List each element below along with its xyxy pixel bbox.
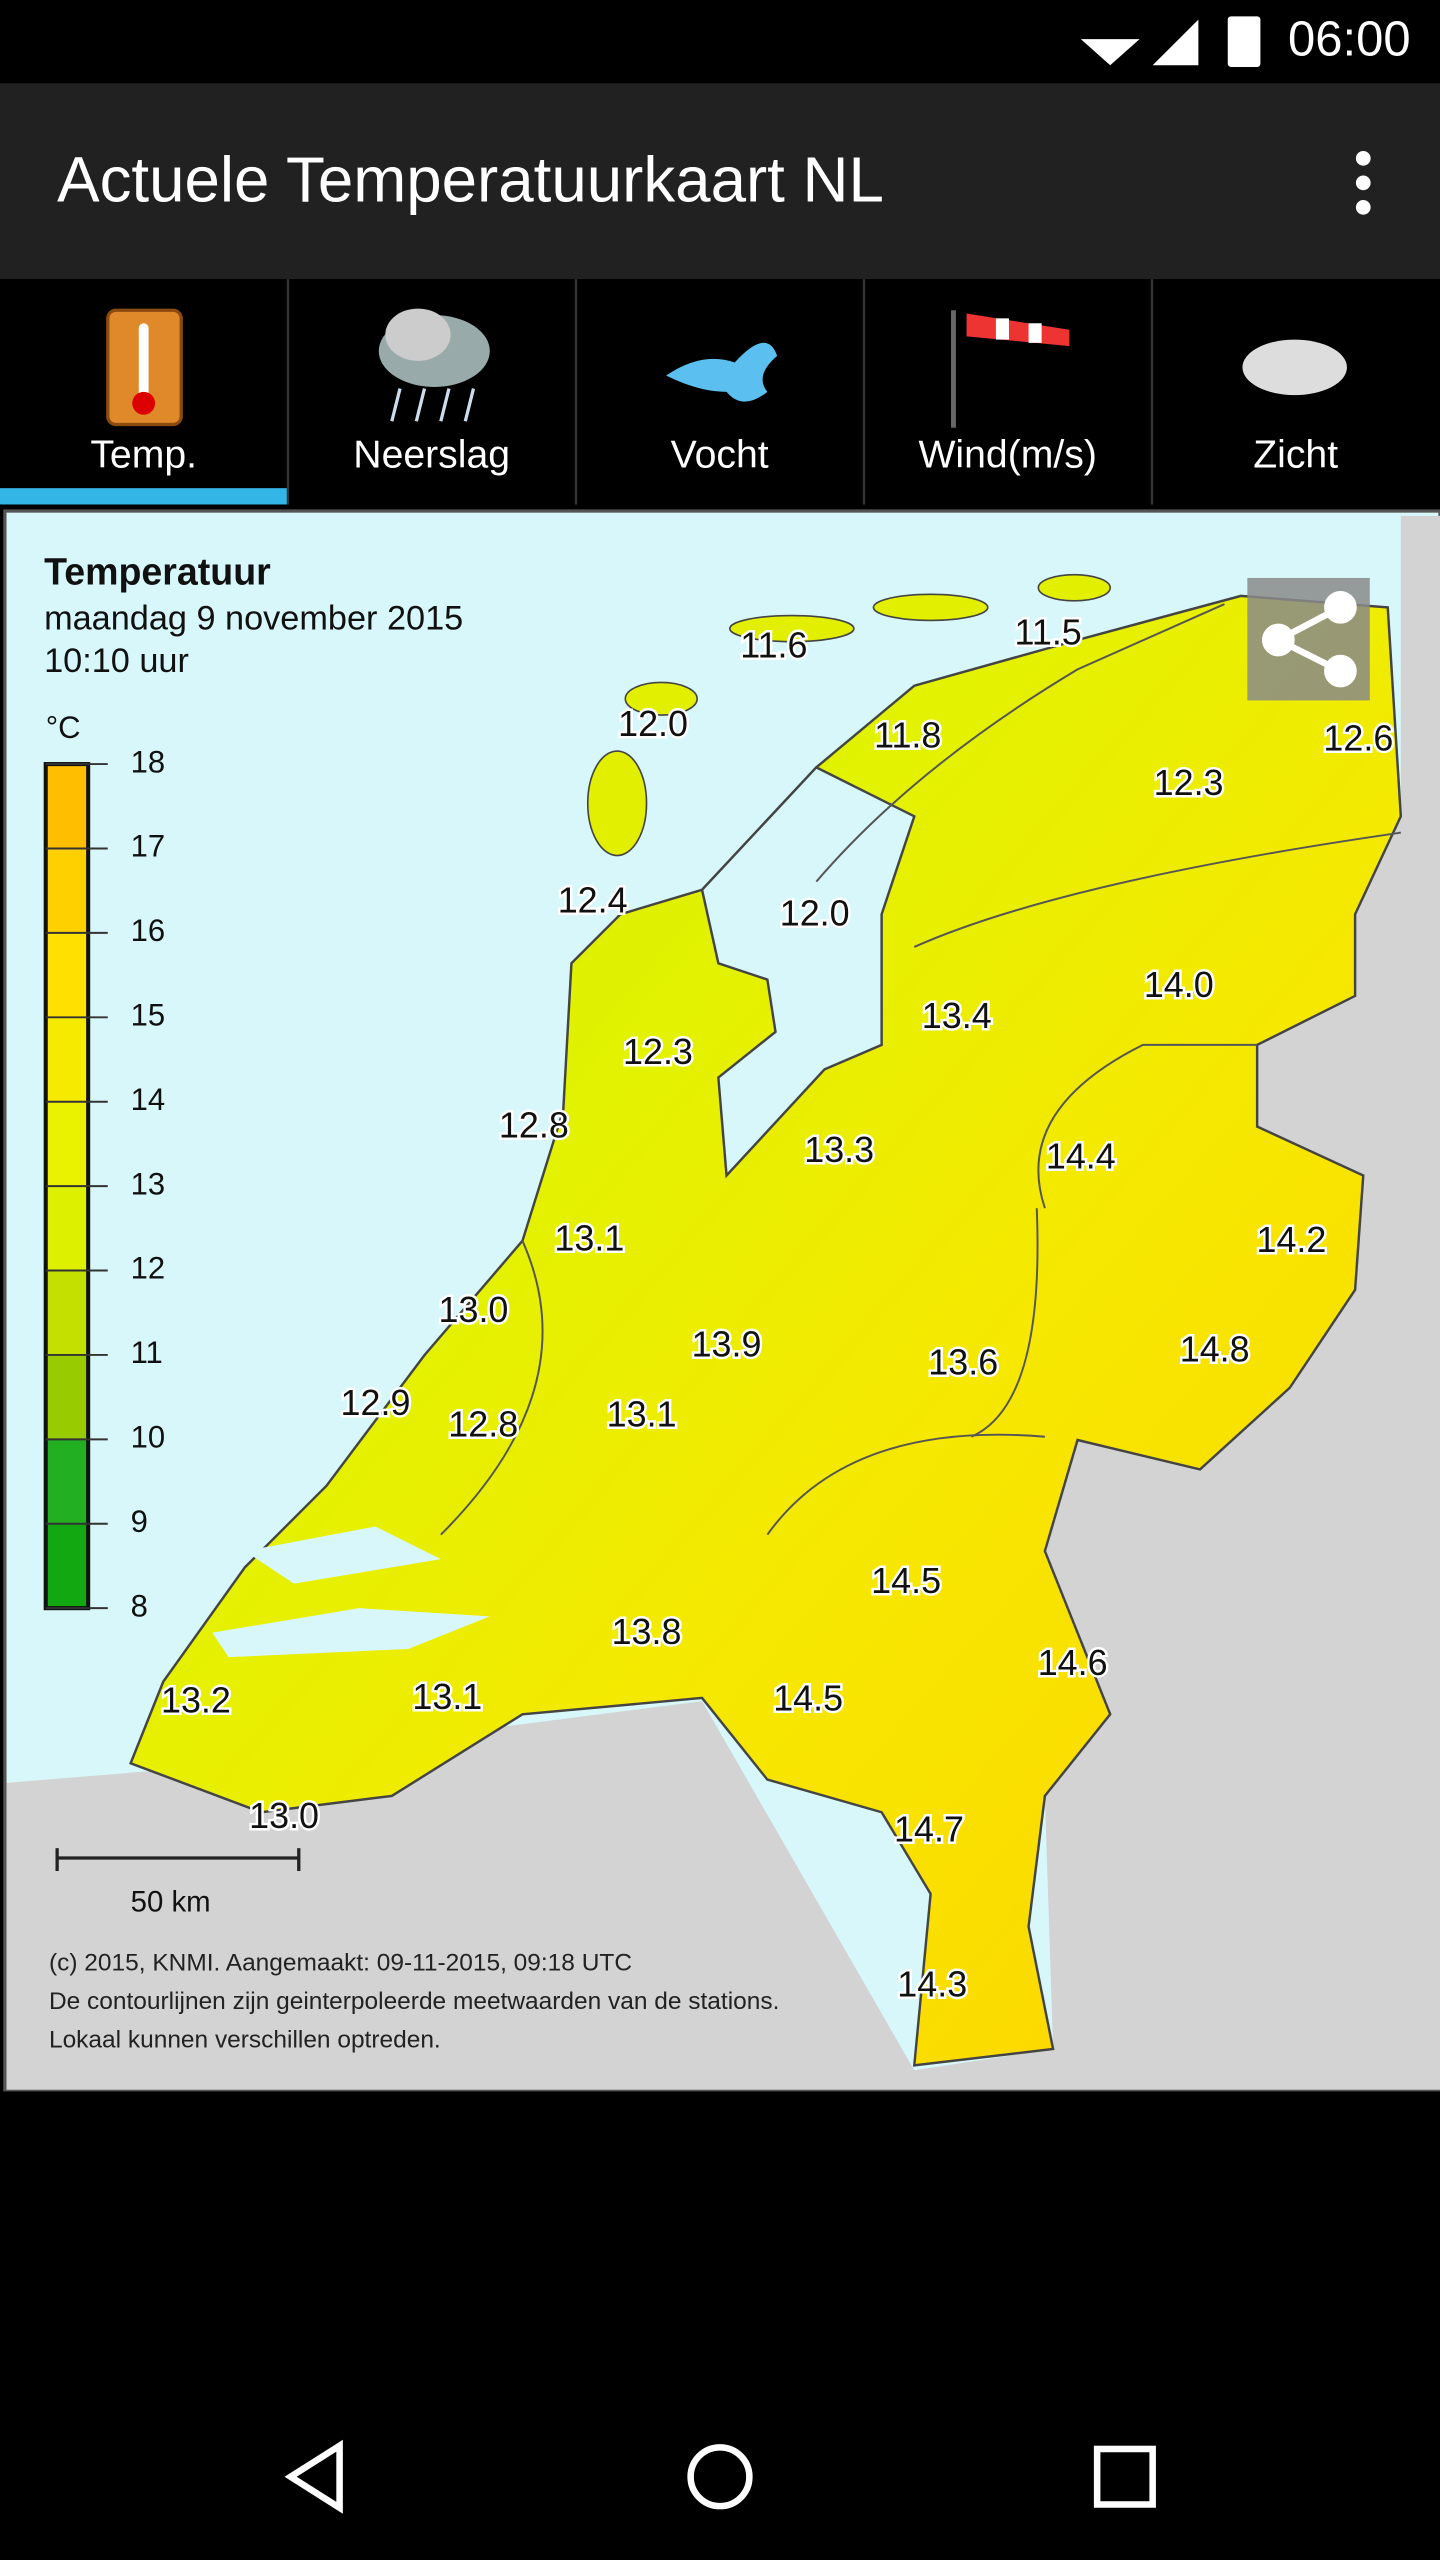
legend-band bbox=[45, 848, 89, 933]
station-temperature: 13.1 bbox=[412, 1676, 482, 1717]
recents-button[interactable] bbox=[1093, 2445, 1156, 2508]
station-temperature: 14.5 bbox=[773, 1678, 843, 1719]
home-button[interactable] bbox=[687, 2444, 753, 2510]
legend-tick-label: 15 bbox=[131, 997, 166, 1032]
station-temperature: 12.4 bbox=[558, 879, 628, 920]
legend-tick-label: 16 bbox=[131, 913, 166, 948]
station-temperature: 13.6 bbox=[928, 1341, 998, 1382]
clock: 06:00 bbox=[1288, 12, 1411, 66]
station-temperature: 11.5 bbox=[1015, 612, 1082, 653]
station-temperature: 13.3 bbox=[804, 1129, 874, 1170]
legend-band bbox=[45, 1354, 89, 1440]
tab-label: Vocht bbox=[671, 433, 769, 476]
map-time: 10:10 uur bbox=[44, 642, 189, 680]
station-temperature: 12.9 bbox=[341, 1382, 411, 1423]
station-temperature: 13.1 bbox=[607, 1394, 677, 1435]
station-temperature: 13.2 bbox=[161, 1679, 231, 1720]
scale-bar bbox=[55, 1848, 301, 1872]
tab-label: Wind(m/s) bbox=[918, 433, 1096, 476]
station-temperature: 11.8 bbox=[874, 714, 941, 755]
station-temperature: 12.0 bbox=[618, 703, 688, 744]
station-temperature: 12.8 bbox=[448, 1403, 518, 1444]
station-temperature: 14.7 bbox=[894, 1808, 964, 1849]
islands bbox=[586, 573, 1112, 857]
contour-lines bbox=[440, 603, 1401, 1536]
legend-tick-label: 10 bbox=[131, 1420, 166, 1455]
wifi-icon bbox=[1080, 39, 1140, 66]
legend-tick-label: 13 bbox=[131, 1166, 166, 1201]
credit-line: (c) 2015, KNMI. Aangemaakt: 09-11-2015, … bbox=[49, 1950, 632, 1977]
estuaries bbox=[212, 1526, 490, 1658]
credit-line: De contourlijnen zijn geinterpoleerde me… bbox=[49, 1988, 779, 2015]
station-temperature: 14.0 bbox=[1144, 964, 1214, 1005]
map-title: Temperatuur bbox=[44, 551, 271, 593]
station-temperature: 11.6 bbox=[740, 625, 807, 666]
station-temperature: 13.0 bbox=[249, 1795, 319, 1836]
station-temperature: 12.3 bbox=[623, 1031, 693, 1072]
tab-bar bbox=[0, 279, 1440, 508]
scale-label: 50 km bbox=[131, 1885, 211, 1918]
netherlands bbox=[129, 594, 1403, 2067]
map-date: maandag 9 november 2015 bbox=[44, 599, 463, 637]
station-temperature: 12.3 bbox=[1154, 762, 1224, 803]
back-button[interactable] bbox=[284, 2439, 343, 2514]
station-temperature: 13.1 bbox=[554, 1217, 624, 1258]
station-temperature: 13.8 bbox=[612, 1611, 682, 1652]
station-temperature: 14.3 bbox=[897, 1963, 967, 2004]
legend-band bbox=[45, 1270, 89, 1355]
ijsselmeer bbox=[700, 765, 916, 1179]
credit-line: Lokaal kunnen verschillen optreden. bbox=[49, 2026, 441, 2053]
legend-band bbox=[45, 1523, 89, 1609]
overflow-menu[interactable] bbox=[1355, 151, 1371, 215]
tab-icons bbox=[106, 308, 1347, 428]
battery-icon bbox=[1227, 16, 1261, 67]
station-temperature: 12.0 bbox=[780, 892, 850, 933]
legend-band bbox=[45, 932, 89, 1018]
legend-tick-label: 9 bbox=[131, 1504, 148, 1539]
legend-tick-label: 14 bbox=[131, 1082, 166, 1117]
neighbour-land bbox=[6, 515, 1440, 2090]
legend-tick-label: 11 bbox=[131, 1335, 163, 1370]
station-temperature: 14.6 bbox=[1038, 1642, 1108, 1683]
tab-label: Temp. bbox=[90, 433, 197, 476]
status-bar bbox=[0, 0, 1440, 84]
legend-band bbox=[45, 1017, 89, 1102]
legend-band bbox=[45, 1186, 89, 1271]
legend-band bbox=[45, 1101, 89, 1187]
tab-indicator bbox=[0, 488, 288, 505]
tab-label: Neerslag bbox=[353, 433, 510, 476]
station-temperature: 12.6 bbox=[1323, 718, 1393, 759]
legend-band bbox=[45, 764, 89, 849]
tab-label: Zicht bbox=[1253, 433, 1338, 476]
app-bar bbox=[0, 83, 1440, 280]
nav-bar bbox=[284, 2439, 1156, 2514]
legend-unit: °C bbox=[46, 710, 81, 745]
legend-tick-label: 18 bbox=[131, 744, 166, 779]
legend-tick-label: 12 bbox=[131, 1251, 166, 1286]
station-temperature: 13.4 bbox=[922, 995, 992, 1036]
station-temperature: 14.4 bbox=[1046, 1136, 1116, 1177]
share-icon bbox=[1262, 591, 1357, 688]
station-temperature: 14.2 bbox=[1256, 1219, 1326, 1260]
station-temperature: 14.8 bbox=[1180, 1328, 1250, 1369]
station-temperature: 14.5 bbox=[871, 1560, 941, 1601]
legend-tick-label: 8 bbox=[131, 1588, 148, 1623]
legend-band bbox=[45, 1439, 89, 1524]
station-temperature: 12.8 bbox=[499, 1105, 569, 1146]
app-title: Actuele Temperatuurkaart NL bbox=[57, 144, 884, 215]
station-temperature: 13.9 bbox=[692, 1323, 762, 1364]
legend-tick-label: 17 bbox=[131, 829, 166, 864]
station-temperature: 13.0 bbox=[439, 1289, 509, 1330]
